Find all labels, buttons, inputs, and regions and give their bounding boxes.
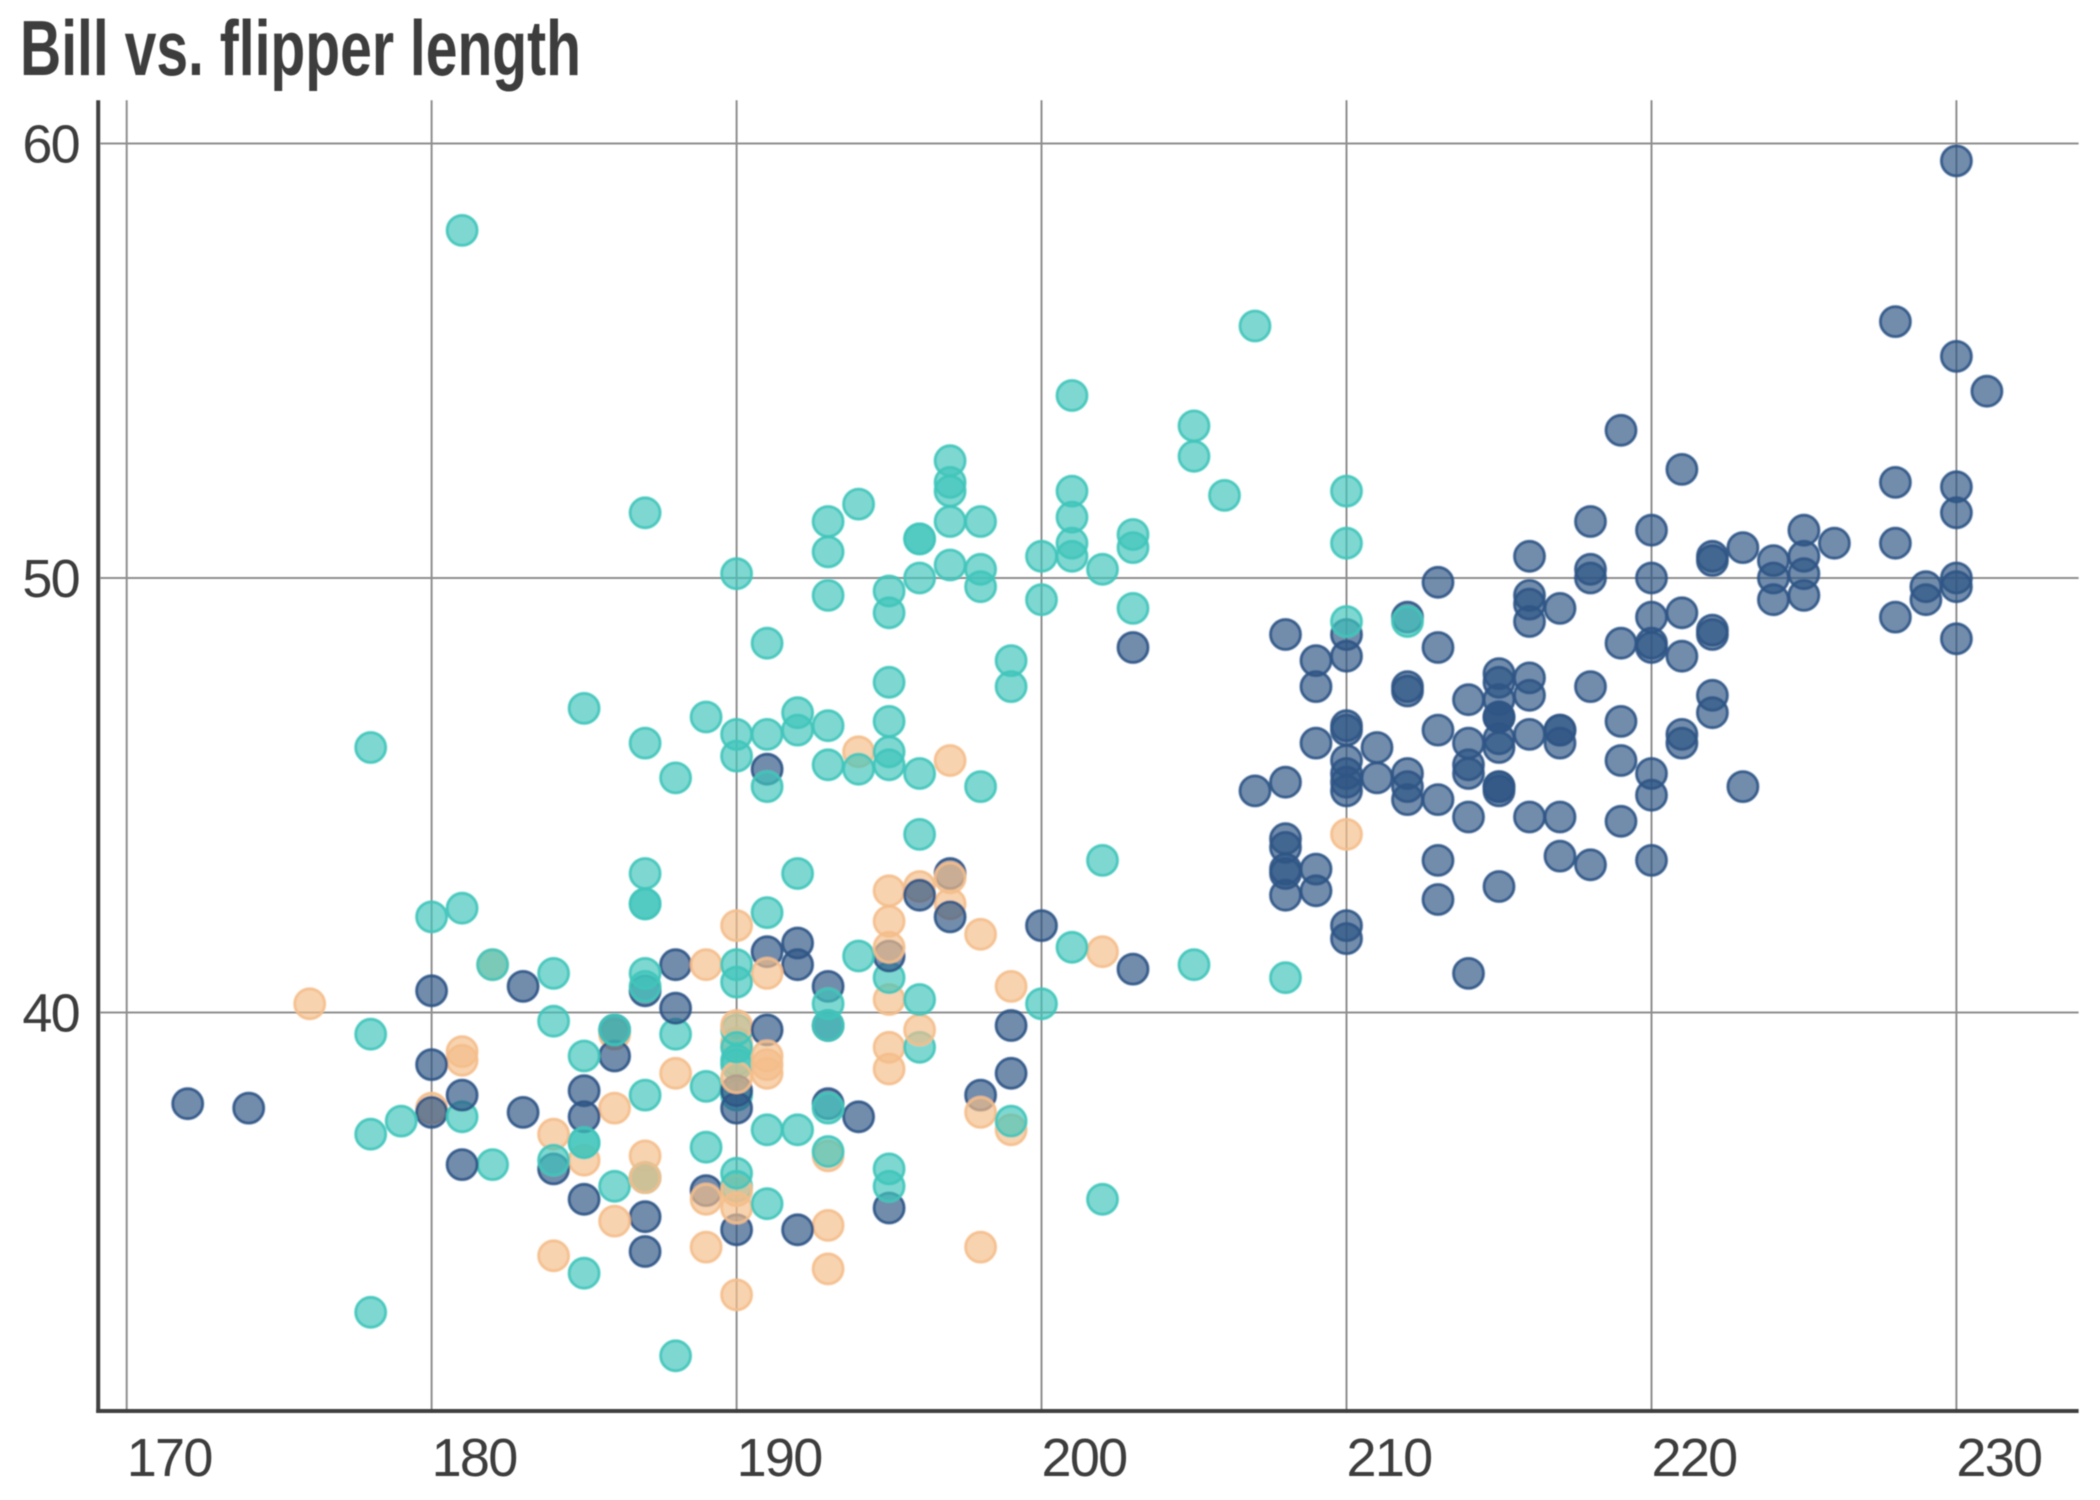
svg-text:210: 210 [1347, 1428, 1432, 1488]
svg-text:40: 40 [22, 983, 79, 1043]
svg-text:50: 50 [22, 549, 79, 609]
svg-text:190: 190 [737, 1428, 822, 1488]
svg-text:200: 200 [1042, 1428, 1127, 1488]
svg-text:220: 220 [1652, 1428, 1737, 1488]
svg-text:180: 180 [432, 1428, 517, 1488]
svg-text:Bill vs. flipper length: Bill vs. flipper length [20, 4, 581, 92]
svg-text:230: 230 [1956, 1428, 2041, 1488]
svg-text:170: 170 [127, 1428, 212, 1488]
svg-text:60: 60 [22, 114, 79, 174]
